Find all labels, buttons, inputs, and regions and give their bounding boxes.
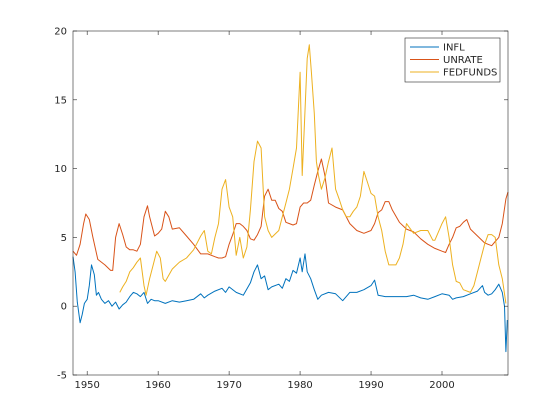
legend-label-unrate: UNRATE [443,55,483,66]
y-tick-label: 20 [54,27,67,38]
y-tick-label: 15 [54,95,67,106]
x-tick-label: 1950 [74,380,99,391]
y-tick-label: 0 [61,302,67,313]
x-tick-label: 1970 [216,380,241,391]
plot-frame [72,30,509,376]
series-line-fedfunds [119,44,507,304]
y-tick-label: -5 [57,371,67,382]
series-layer [72,44,509,353]
axes: 1950 1960 1970 1980 1990 2000 -5 0 5 10 15 20 [54,27,509,391]
x-tick-label: 1990 [358,380,383,391]
series-line-infl [72,253,508,353]
x-tick-label: 2000 [429,380,454,391]
series-line-unrate [72,158,509,271]
y-tick-label: 10 [54,164,67,175]
legend-label-infl: INFL [443,43,465,54]
legend-label-fedfunds: FEDFUNDS [443,68,497,79]
x-tick-label: 1960 [145,380,170,391]
y-tick-label: 5 [61,233,67,244]
x-tick-label: 1980 [287,380,312,391]
